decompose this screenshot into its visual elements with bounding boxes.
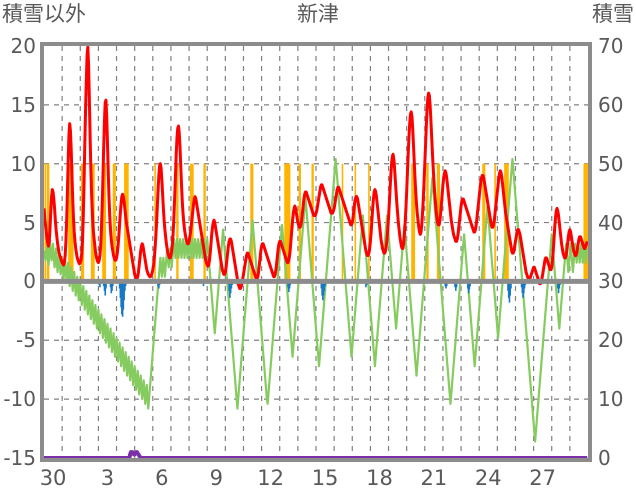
y-tick-right: 20 (598, 328, 624, 353)
chart-title: 新津 (297, 2, 339, 26)
y-tick-left: 15 (10, 92, 36, 117)
x-tick: 30 (39, 466, 67, 490)
precipitation-bars (98, 281, 561, 317)
y-tick-right: 40 (598, 210, 624, 235)
temperature-line (44, 46, 588, 290)
left-axis-title: 積雪以外 (2, 2, 86, 26)
y-tick-left: -10 (3, 387, 36, 412)
y-tick-right: 50 (598, 151, 624, 176)
y-tick-right: 30 (598, 269, 624, 294)
x-tick: 6 (155, 466, 169, 490)
y-tick-left: 10 (10, 151, 36, 176)
x-tick: 27 (529, 466, 557, 490)
plot-inner (44, 46, 588, 458)
chart-canvas (44, 46, 588, 458)
x-tick: 12 (257, 466, 285, 490)
y-tick-right: 60 (598, 92, 624, 117)
snow-line (44, 450, 588, 458)
x-tick: 24 (474, 466, 502, 490)
y-tick-right: 0 (598, 446, 611, 470)
y-tick-left: -5 (16, 328, 36, 353)
y-tick-right: 10 (598, 387, 624, 412)
y-tick-right: 70 (598, 34, 624, 58)
right-axis-title: 積雪 (592, 2, 634, 26)
y-tick-left: 0 (23, 269, 36, 294)
x-tick: 3 (100, 466, 115, 490)
y-tick-left: 20 (10, 34, 36, 58)
y-tick-left: -15 (3, 446, 36, 470)
plot-area (40, 42, 592, 462)
wind-line (44, 157, 588, 443)
x-tick: 9 (209, 466, 223, 490)
x-tick: 21 (420, 466, 448, 490)
x-tick: 18 (366, 466, 393, 490)
y-tick-left: 5 (23, 210, 36, 235)
x-tick: 15 (311, 466, 339, 490)
